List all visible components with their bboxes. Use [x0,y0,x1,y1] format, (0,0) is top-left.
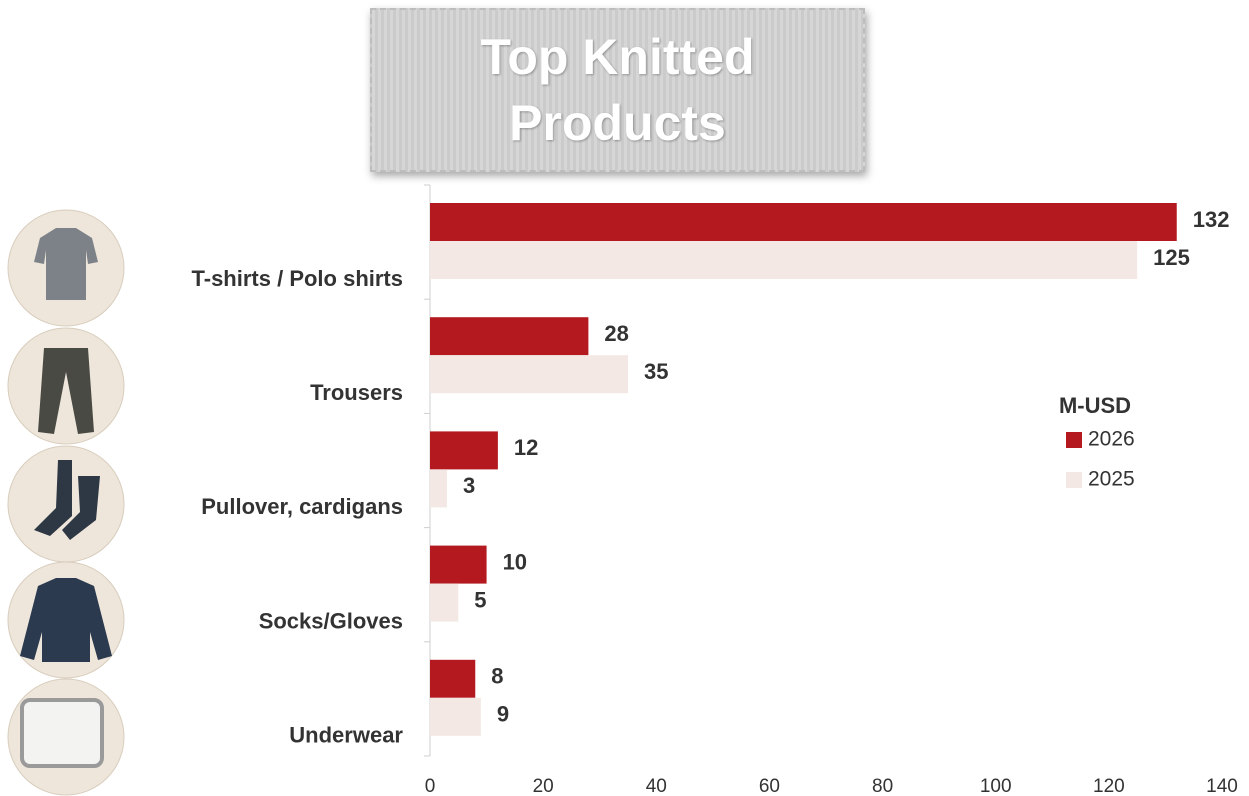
legend-label: 2026 [1088,428,1135,451]
value-label: 10 [503,549,527,574]
title-box: Top Knitted Products [370,8,865,172]
legend-swatch [1066,472,1082,488]
value-label: 28 [604,321,628,346]
bar [430,659,476,698]
bar [430,241,1138,279]
value-label: 12 [514,435,538,460]
pullover [20,578,112,662]
value-label: 35 [644,359,668,384]
bar [430,545,487,584]
x-tick-label: 40 [646,776,667,796]
value-label: 8 [491,664,503,689]
bar [430,203,1177,241]
bar [430,583,459,622]
underwear [20,698,104,768]
x-tick-label: 80 [872,776,893,796]
x-tick-label: 120 [1093,776,1125,796]
category-label: Underwear [289,723,403,748]
socks [34,460,100,540]
value-label: 125 [1153,245,1190,270]
bar [430,355,628,394]
tshirt [34,228,98,300]
value-label: 9 [497,702,509,727]
bar [430,697,481,736]
value-label: 5 [474,587,486,612]
bar [430,431,498,470]
bar [430,317,589,356]
bar [430,469,447,508]
legend-label: 2025 [1088,468,1135,491]
category-label: Pullover, cardigans [201,494,403,519]
x-tick-label: 0 [425,776,436,796]
chart-title: Top Knitted Products [480,29,755,151]
icon-trousers [7,327,125,445]
value-label: 3 [463,473,475,498]
category-label: Socks/Gloves [259,608,403,633]
value-label: 132 [1193,207,1230,232]
icons [7,209,125,796]
category-label: T-shirts / Polo shirts [192,266,403,291]
x-tick-label: 140 [1206,776,1238,796]
trousers [38,348,94,434]
legend-swatch [1066,432,1082,448]
legend-title: M-USD [1059,393,1131,418]
category-label: Trousers [310,380,403,405]
x-tick-label: 20 [533,776,554,796]
x-tick-label: 100 [980,776,1012,796]
x-tick-label: 60 [759,776,780,796]
